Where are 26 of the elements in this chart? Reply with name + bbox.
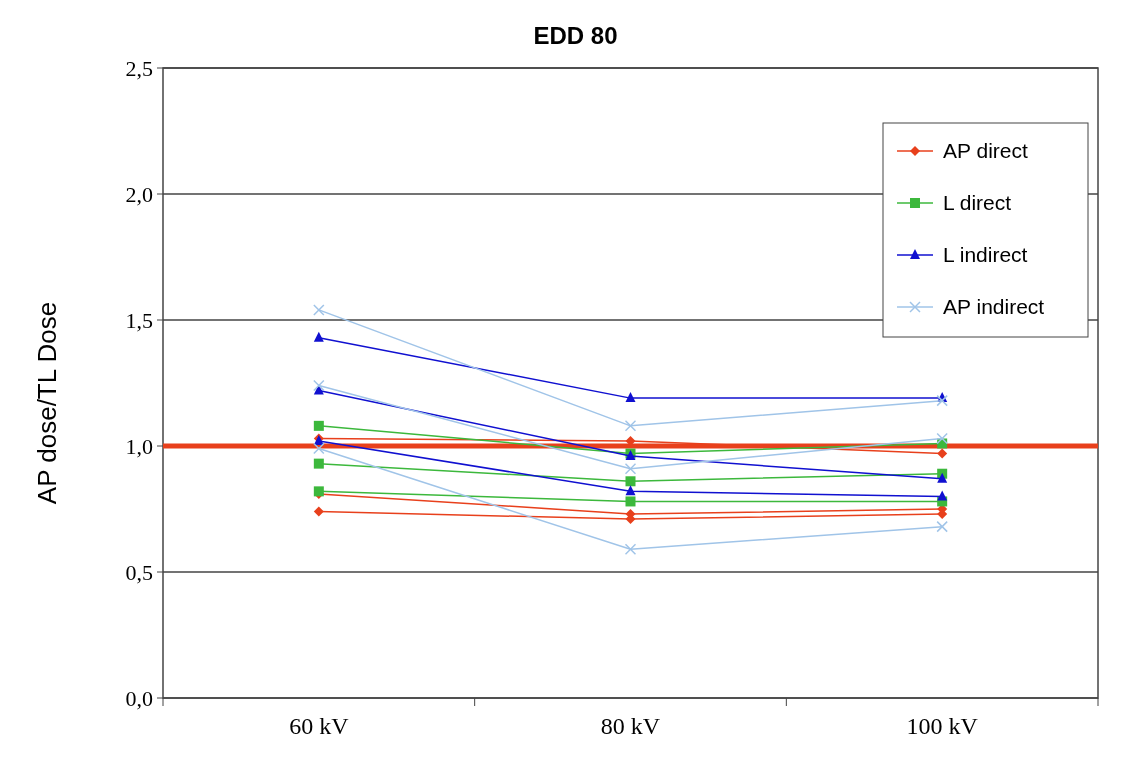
point (937, 490, 948, 501)
point (625, 392, 636, 403)
x-tick-label: 100 kV (906, 713, 979, 739)
y-tick-label: 2,0 (125, 181, 153, 207)
y-tick-label: 0,5 (125, 559, 153, 585)
point (313, 458, 324, 469)
point (625, 485, 636, 496)
y-tick-label: 1,5 (125, 307, 153, 333)
x-tick-label: 60 kV (289, 713, 350, 739)
y-tick-label: 0,0 (125, 685, 153, 711)
point (937, 448, 948, 459)
point (625, 476, 636, 487)
chart-title: EDD 80 (533, 22, 618, 49)
point (313, 506, 324, 517)
legend-label: L direct (943, 191, 1012, 215)
y-tick-label: 2,5 (125, 55, 153, 81)
y-tick-label: 1,0 (125, 433, 153, 459)
legend-label: AP direct (943, 139, 1028, 163)
y-axis-title: AP dose/TL Dose (32, 301, 62, 505)
legend-label: AP indirect (943, 295, 1045, 319)
legend-label: L indirect (943, 243, 1028, 267)
point (313, 420, 324, 431)
point (313, 331, 324, 342)
point (625, 496, 636, 507)
x-tick-label: 80 kV (600, 713, 661, 739)
point (937, 472, 948, 483)
